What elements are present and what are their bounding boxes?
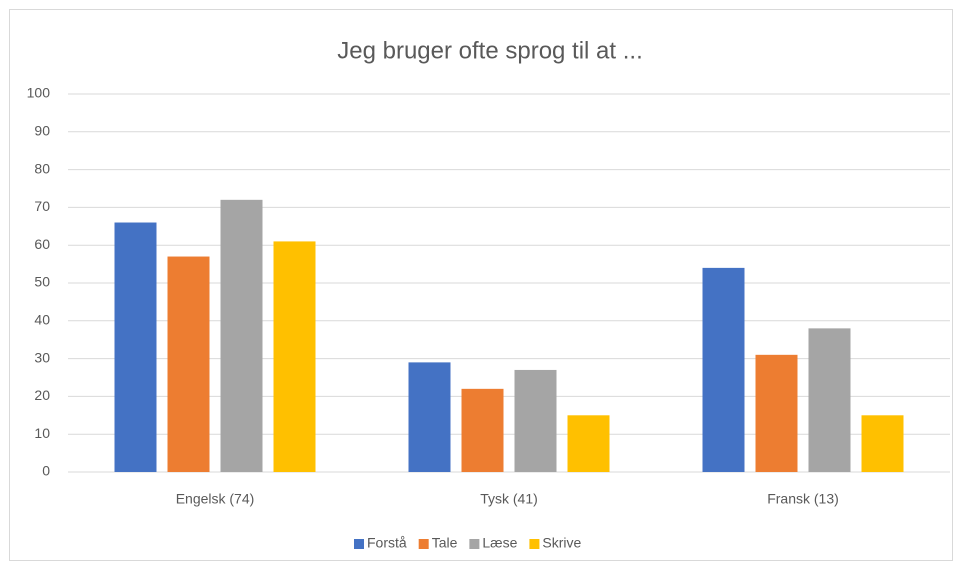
chart-title: Jeg bruger ofte sprog til at ... — [337, 37, 643, 64]
y-tick-label: 40 — [34, 312, 50, 328]
bar — [808, 328, 851, 472]
bar — [273, 241, 316, 472]
y-tick-label: 70 — [34, 198, 50, 214]
x-tick-label: Engelsk (74) — [176, 491, 255, 507]
bar — [702, 267, 745, 472]
x-tick-label: Fransk (13) — [767, 491, 839, 507]
bar — [514, 369, 557, 472]
legend-label: Forstå — [367, 535, 407, 551]
y-tick-label: 50 — [34, 274, 50, 290]
y-tick-label: 90 — [34, 123, 50, 139]
bar — [114, 222, 157, 472]
y-tick-label: 30 — [34, 349, 50, 365]
bar — [220, 199, 263, 472]
bar — [461, 388, 504, 472]
y-tick-label: 60 — [34, 236, 50, 252]
legend-swatch — [354, 539, 364, 549]
legend-label: Skrive — [542, 535, 581, 551]
bar — [167, 256, 210, 472]
bar — [755, 354, 798, 472]
y-tick-label: 80 — [34, 160, 50, 176]
y-tick-label: 100 — [27, 85, 51, 101]
bar — [408, 362, 451, 472]
legend-label: Tale — [432, 535, 458, 551]
legend-swatch — [529, 539, 540, 549]
legend-swatch — [418, 539, 429, 549]
x-tick-label: Tysk (41) — [480, 491, 538, 507]
y-tick-label: 20 — [34, 387, 50, 403]
bar — [861, 415, 904, 472]
y-tick-label: 10 — [34, 425, 50, 441]
y-tick-label: 0 — [42, 463, 50, 479]
legend-label: Læse — [482, 535, 517, 551]
bar — [567, 415, 610, 472]
legend-swatch — [469, 539, 480, 549]
